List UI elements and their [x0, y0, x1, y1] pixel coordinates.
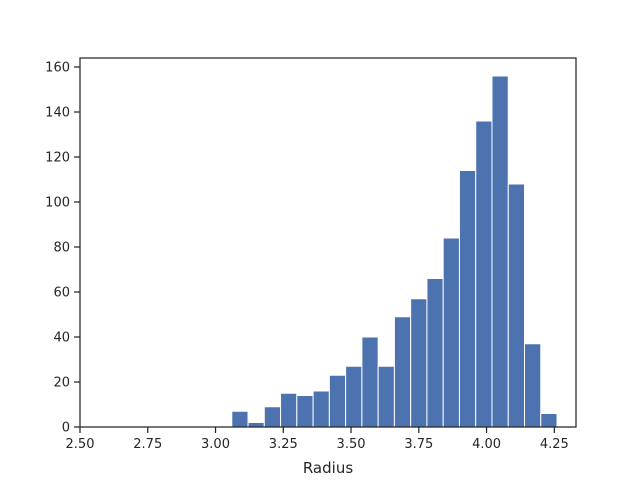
histogram-bar: [524, 343, 542, 428]
x-tick-label: 4.00: [472, 437, 501, 452]
histogram-bar: [361, 336, 379, 428]
x-tick-label: 2.50: [66, 437, 95, 452]
histogram-bar: [491, 75, 509, 428]
y-tick-label: 120: [45, 151, 70, 166]
y-tick-label: 140: [45, 106, 70, 121]
histogram-bar: [328, 374, 347, 428]
histogram-bar: [231, 410, 249, 428]
histogram-bar: [540, 413, 558, 428]
histogram-bar: [263, 406, 282, 428]
x-tick-label: 3.50: [337, 437, 366, 452]
histogram-bar: [280, 392, 298, 428]
histogram-bar: [458, 170, 477, 428]
histogram-bar: [410, 298, 428, 428]
histogram-bar: [377, 365, 395, 428]
histogram-bar: [312, 390, 330, 428]
y-tick-label: 40: [53, 331, 70, 346]
y-tick-label: 60: [53, 286, 70, 301]
histogram-bar: [247, 422, 265, 428]
axes-layer: 2.50 2.75 3.00 3.25 3.50 3.75 4.00 4.25 0 20 40 60 8…: [45, 61, 569, 453]
x-axis-label: Radius: [303, 459, 353, 477]
x-tick-label: 3.75: [404, 437, 433, 452]
y-tick-label: 80: [53, 241, 70, 256]
histogram-bar: [426, 278, 444, 428]
histogram-bar: [475, 120, 493, 428]
x-tick-label: 3.25: [269, 437, 298, 452]
histogram-bar: [296, 395, 314, 428]
histogram-bar: [345, 365, 363, 428]
x-tick-label: 3.00: [201, 437, 230, 452]
plot-frame: [79, 57, 577, 428]
x-tick-label: 2.75: [133, 437, 162, 452]
y-tick-label: 160: [45, 61, 70, 76]
bars-layer: [231, 75, 558, 428]
x-tick-label: 4.25: [540, 437, 569, 452]
y-tick-label: 20: [53, 376, 70, 391]
y-tick-label: 0: [62, 421, 70, 436]
histogram-bar: [507, 183, 526, 428]
y-tick-label: 100: [45, 196, 70, 211]
histogram-bar: [442, 237, 460, 428]
histogram-bar: [393, 316, 412, 428]
